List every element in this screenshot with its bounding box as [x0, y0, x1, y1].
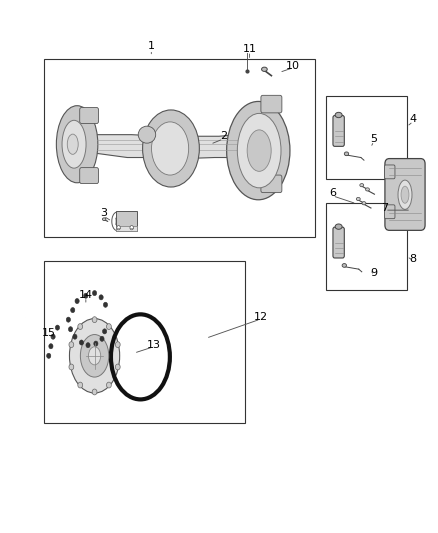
Text: 3: 3	[100, 208, 107, 219]
Circle shape	[73, 334, 77, 339]
FancyBboxPatch shape	[385, 205, 395, 219]
Circle shape	[86, 343, 90, 348]
Circle shape	[92, 317, 97, 322]
Circle shape	[75, 298, 79, 304]
Ellipse shape	[67, 134, 78, 155]
Circle shape	[49, 344, 53, 349]
Bar	[117, 211, 138, 231]
Ellipse shape	[360, 183, 364, 187]
Circle shape	[94, 341, 98, 346]
Circle shape	[106, 382, 111, 388]
FancyBboxPatch shape	[385, 165, 395, 179]
Text: 1: 1	[148, 41, 155, 51]
FancyBboxPatch shape	[80, 108, 99, 124]
Circle shape	[69, 364, 74, 370]
Ellipse shape	[261, 67, 267, 71]
Ellipse shape	[344, 152, 349, 156]
FancyBboxPatch shape	[385, 159, 425, 230]
Ellipse shape	[247, 130, 271, 171]
Circle shape	[115, 342, 120, 348]
Circle shape	[102, 329, 107, 334]
Text: 8: 8	[410, 254, 417, 263]
Text: 10: 10	[286, 61, 300, 70]
Circle shape	[106, 324, 111, 329]
Ellipse shape	[62, 120, 86, 168]
Text: 13: 13	[146, 340, 160, 350]
Ellipse shape	[57, 106, 98, 183]
Bar	[326, 203, 407, 290]
FancyBboxPatch shape	[333, 116, 344, 147]
Circle shape	[103, 302, 108, 308]
FancyBboxPatch shape	[333, 227, 344, 258]
Circle shape	[78, 324, 83, 329]
Circle shape	[130, 225, 134, 230]
Ellipse shape	[70, 319, 120, 393]
Text: 5: 5	[371, 134, 378, 144]
Bar	[326, 96, 407, 179]
Text: 4: 4	[410, 114, 417, 124]
Circle shape	[46, 353, 51, 358]
FancyBboxPatch shape	[80, 167, 99, 183]
Circle shape	[66, 317, 71, 322]
Ellipse shape	[335, 224, 342, 229]
Ellipse shape	[401, 186, 409, 203]
Circle shape	[84, 293, 88, 298]
Text: 9: 9	[371, 268, 378, 278]
Circle shape	[51, 334, 55, 339]
Circle shape	[92, 290, 97, 296]
Circle shape	[99, 295, 103, 300]
Text: 7: 7	[381, 203, 389, 213]
Text: 12: 12	[254, 312, 268, 322]
Ellipse shape	[102, 218, 106, 221]
Ellipse shape	[237, 114, 281, 188]
Circle shape	[92, 389, 97, 395]
Ellipse shape	[152, 122, 189, 175]
Text: 6: 6	[329, 188, 336, 198]
Circle shape	[115, 364, 120, 370]
Circle shape	[78, 382, 83, 388]
Circle shape	[117, 225, 120, 230]
Circle shape	[71, 308, 75, 313]
Text: 14: 14	[79, 289, 93, 300]
Bar	[44, 261, 245, 423]
Bar	[117, 225, 138, 231]
Circle shape	[55, 325, 60, 330]
Ellipse shape	[81, 335, 109, 377]
Ellipse shape	[335, 112, 342, 118]
Ellipse shape	[362, 201, 366, 205]
Circle shape	[79, 340, 84, 345]
Circle shape	[68, 327, 73, 332]
Ellipse shape	[226, 101, 290, 200]
Bar	[44, 59, 315, 237]
Circle shape	[69, 342, 74, 348]
Ellipse shape	[357, 197, 360, 200]
Ellipse shape	[143, 110, 199, 187]
Text: 2: 2	[220, 131, 227, 141]
Ellipse shape	[88, 347, 101, 365]
Ellipse shape	[342, 264, 346, 267]
Text: 11: 11	[243, 44, 257, 53]
Circle shape	[100, 336, 104, 341]
FancyBboxPatch shape	[261, 175, 282, 192]
Ellipse shape	[365, 188, 369, 191]
Ellipse shape	[398, 180, 412, 209]
Ellipse shape	[138, 126, 155, 143]
Text: 15: 15	[42, 328, 56, 338]
FancyBboxPatch shape	[261, 95, 282, 113]
Polygon shape	[88, 131, 258, 159]
